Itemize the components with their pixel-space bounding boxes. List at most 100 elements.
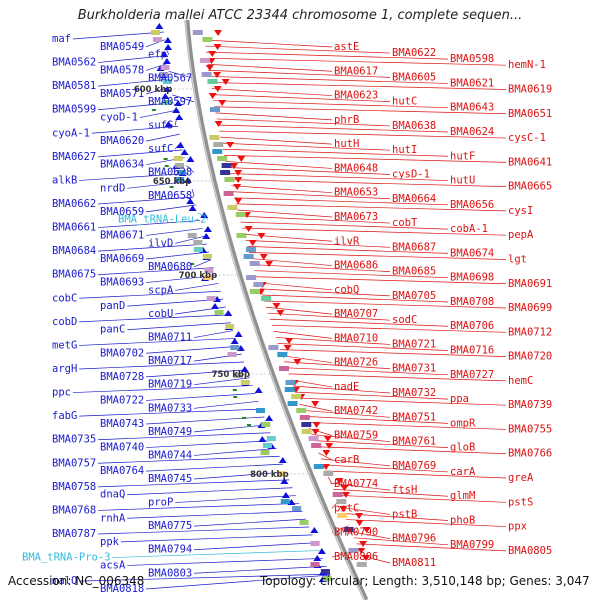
gene-label[interactable]: BMA0757: [52, 457, 96, 469]
gene-label[interactable]: lgt: [508, 253, 527, 265]
gene-label[interactable]: BMA0707: [334, 308, 378, 320]
gene-label[interactable]: hutU: [450, 175, 475, 187]
gene-label[interactable]: BMA0549: [100, 41, 144, 53]
gene-label[interactable]: BMA0698: [450, 272, 494, 284]
gene-label[interactable]: BMA0749: [148, 426, 192, 438]
gene-label[interactable]: hemC: [508, 375, 533, 387]
gene-label[interactable]: sufC: [148, 143, 173, 155]
gene-label[interactable]: BMA0774: [334, 478, 378, 490]
gene-label[interactable]: BMA0686: [334, 260, 378, 272]
gene-label[interactable]: rnhA: [100, 512, 126, 524]
gene-label[interactable]: BMA0627: [52, 151, 96, 163]
gene-label[interactable]: BMA0671: [100, 229, 144, 241]
gene-label[interactable]: dnaQ: [100, 489, 125, 501]
gene-label[interactable]: nrdD: [100, 182, 125, 194]
gene-label[interactable]: pepA: [508, 229, 534, 241]
gene-label[interactable]: BMA0742: [334, 405, 378, 417]
gene-label[interactable]: metG: [52, 339, 77, 351]
gene-label[interactable]: BMA0799: [450, 539, 494, 551]
gene-label[interactable]: glmM: [450, 490, 475, 502]
gene-label[interactable]: BMA0680: [148, 261, 192, 273]
gene-label[interactable]: BMA0634: [100, 159, 144, 171]
gene-label[interactable]: BMA0727: [450, 369, 494, 381]
gene-label[interactable]: BMA0669: [100, 253, 144, 265]
gene-label[interactable]: BMA0605: [392, 71, 436, 83]
gene-label[interactable]: scpA: [148, 284, 174, 296]
gene-label[interactable]: BMA0745: [148, 473, 192, 485]
gene-label[interactable]: BMA0621: [450, 77, 494, 89]
gene-label[interactable]: pstS: [508, 496, 533, 508]
gene-label[interactable]: cobQ: [334, 284, 359, 296]
gene-label[interactable]: BMA0739: [508, 399, 552, 411]
gene-label[interactable]: BMA0684: [52, 245, 96, 257]
gene-label[interactable]: cysC-1: [508, 132, 546, 144]
gene-label[interactable]: ppx: [508, 521, 527, 533]
gene-label[interactable]: BMA0562: [52, 57, 96, 69]
gene-label[interactable]: hutI: [392, 144, 417, 156]
gene-label[interactable]: gloB: [450, 442, 475, 454]
gene-label[interactable]: ppa: [450, 393, 469, 405]
gene-label[interactable]: BMA0728: [100, 371, 144, 383]
gene-label[interactable]: BMA0787: [52, 528, 96, 540]
gene-label[interactable]: BMA0656: [450, 199, 494, 211]
gene-label[interactable]: carA: [450, 466, 476, 478]
gene-label[interactable]: BMA0805: [508, 545, 552, 557]
gene-label[interactable]: BMA0661: [52, 222, 96, 234]
gene-label[interactable]: nadE: [334, 381, 359, 393]
gene-label[interactable]: BMA0721: [392, 338, 436, 350]
gene-label[interactable]: BMA0706: [450, 320, 494, 332]
gene-label[interactable]: BMA0755: [508, 423, 552, 435]
gene-label[interactable]: efp: [148, 49, 167, 61]
gene-label[interactable]: BMA0624: [450, 126, 494, 138]
gene-label[interactable]: cobU: [148, 308, 173, 320]
gene-label[interactable]: BMA0662: [52, 198, 96, 210]
gene-label[interactable]: BMA0769: [392, 460, 436, 472]
gene-label[interactable]: BMA0764: [100, 465, 144, 477]
gene-label[interactable]: astE: [334, 41, 359, 53]
gene-label[interactable]: ppc: [52, 387, 71, 399]
gene-label[interactable]: carB: [334, 454, 359, 466]
gene-label[interactable]: BMA0674: [450, 247, 494, 259]
gene-label[interactable]: argH: [52, 363, 77, 375]
gene-label[interactable]: BMA0712: [508, 326, 552, 338]
gene-label[interactable]: cysI: [508, 205, 533, 217]
gene-label[interactable]: cobC: [52, 292, 77, 304]
gene-label[interactable]: BMA0743: [100, 418, 144, 430]
gene-label[interactable]: panD: [100, 300, 125, 312]
gene-label[interactable]: hutF: [450, 150, 475, 162]
gene-label[interactable]: BMA0641: [508, 156, 552, 168]
gene-label[interactable]: alkB: [52, 174, 77, 186]
gene-label[interactable]: BMA0726: [334, 357, 378, 369]
gene-label[interactable]: pstC: [334, 502, 359, 514]
gene-label[interactable]: BMA0818: [100, 583, 144, 595]
gene-label[interactable]: BMA0665: [508, 181, 552, 193]
gene-label[interactable]: phrB: [334, 114, 359, 126]
gene-label[interactable]: BMA0691: [508, 278, 552, 290]
gene-label[interactable]: maf: [52, 33, 71, 45]
gene-label[interactable]: BMA0581: [52, 80, 96, 92]
gene-label[interactable]: BMA0623: [334, 90, 378, 102]
gene-label[interactable]: sufS: [148, 119, 173, 131]
gene-label[interactable]: BMA0699: [508, 302, 552, 314]
gene-label[interactable]: cyoA-1: [52, 127, 90, 139]
gene-label[interactable]: cyoD-1: [100, 112, 138, 124]
trna-label[interactable]: BMA_tRNA-Leu-2: [118, 214, 207, 226]
gene-label[interactable]: BMA0687: [392, 241, 436, 253]
gene-label[interactable]: cobT: [392, 217, 418, 229]
gene-label[interactable]: BMA0717: [148, 355, 192, 367]
gene-label[interactable]: BMA0719: [148, 379, 192, 391]
gene-label[interactable]: greA: [508, 472, 534, 484]
gene-label[interactable]: BMA0775: [148, 520, 192, 532]
gene-label[interactable]: BMA0648: [334, 162, 378, 174]
gene-label[interactable]: panC: [100, 324, 125, 336]
gene-label[interactable]: BMA0673: [334, 211, 378, 223]
gene-label[interactable]: BMA0796: [392, 533, 436, 545]
gene-label[interactable]: BMA0720: [508, 351, 552, 363]
gene-label[interactable]: BMA0643: [450, 102, 494, 114]
gene-label[interactable]: BMA0732: [392, 387, 436, 399]
gene-label[interactable]: BMA0722: [100, 394, 144, 406]
gene-label[interactable]: BMA0598: [450, 53, 494, 65]
trna-label[interactable]: BMA_tRNA-Pro-3: [22, 552, 111, 564]
gene-label[interactable]: BMA0735: [52, 434, 96, 446]
gene-label[interactable]: BMA0790: [334, 527, 378, 539]
